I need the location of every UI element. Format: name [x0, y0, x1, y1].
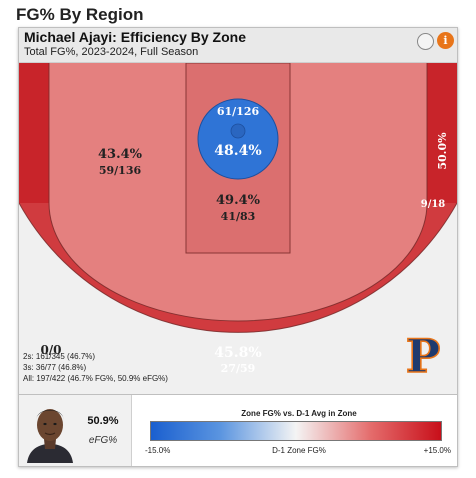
footer: 50.9% eFG% Zone FG% vs. D-1 Avg in Zone …: [19, 394, 457, 466]
summary-stats: 2s: 161/345 (46.7%) 3s: 36/77 (46.8%) Al…: [23, 351, 168, 384]
efg-label: eFG%: [88, 435, 118, 446]
zone-restricted-area: [197, 98, 279, 180]
right-corner-pct: 50.0%: [436, 132, 449, 170]
legend-mid-label: D-1 Zone FG%: [272, 446, 326, 455]
shot-chart: 61/126 48.4% 49.4% 41/83 43.4% 59/136 50…: [19, 63, 457, 394]
chart-card: Michael Ajayi: Efficiency By Zone Total …: [18, 27, 458, 467]
player-panel: 50.9% eFG%: [19, 395, 132, 466]
rim-icon: [230, 123, 246, 139]
toggle-circle-icon[interactable]: [417, 33, 434, 50]
backcourt-made-attempts: 0/0: [40, 343, 61, 357]
info-icon[interactable]: i: [437, 32, 454, 49]
card-header: Michael Ajayi: Efficiency By Zone Total …: [19, 28, 457, 63]
right-corner-made-attempts: 9/18: [421, 199, 446, 210]
pepperdine-logo-icon: P: [405, 330, 441, 380]
page-title: FG% By Region: [16, 5, 144, 24]
logo-letter: P: [406, 330, 441, 380]
above-break-made-attempts: 27/59: [221, 362, 256, 375]
legend-title: Zone FG% vs. D-1 Avg in Zone: [241, 409, 357, 418]
legend-color-bar: [150, 421, 442, 441]
zone-right-corner-three: [427, 63, 457, 203]
summary-threes: 3s: 36/77 (46.8%): [23, 363, 87, 372]
legend-max-label: +15.0%: [423, 446, 451, 455]
chart-subtitle: Total FG%, 2023-2024, Full Season: [24, 46, 199, 58]
restricted-area-made-attempts: 61/126: [217, 105, 260, 118]
efg-value: 50.9%: [87, 415, 119, 427]
paint-outline: [185, 63, 291, 254]
zone-left-corner-three: [19, 63, 49, 203]
summary-twos: 2s: 161/345 (46.7%): [23, 352, 96, 361]
paint-pct: 49.4%: [216, 193, 261, 208]
midrange-pct: 43.4%: [98, 147, 143, 162]
restricted-area-pct: 48.4%: [214, 143, 261, 159]
midrange-made-attempts: 59/136: [99, 164, 142, 177]
summary-all: All: 197/422 (46.7% FG%, 50.9% eFG%): [23, 374, 168, 383]
paint-made-attempts: 41/83: [221, 210, 256, 223]
chart-title: Michael Ajayi: Efficiency By Zone: [24, 29, 246, 45]
three-point-arc: [19, 202, 457, 333]
legend-min-label: -15.0%: [145, 446, 171, 455]
three-point-line-inner: [48, 63, 428, 322]
above-break-pct: 45.8%: [214, 345, 261, 361]
avatar: [23, 397, 77, 463]
